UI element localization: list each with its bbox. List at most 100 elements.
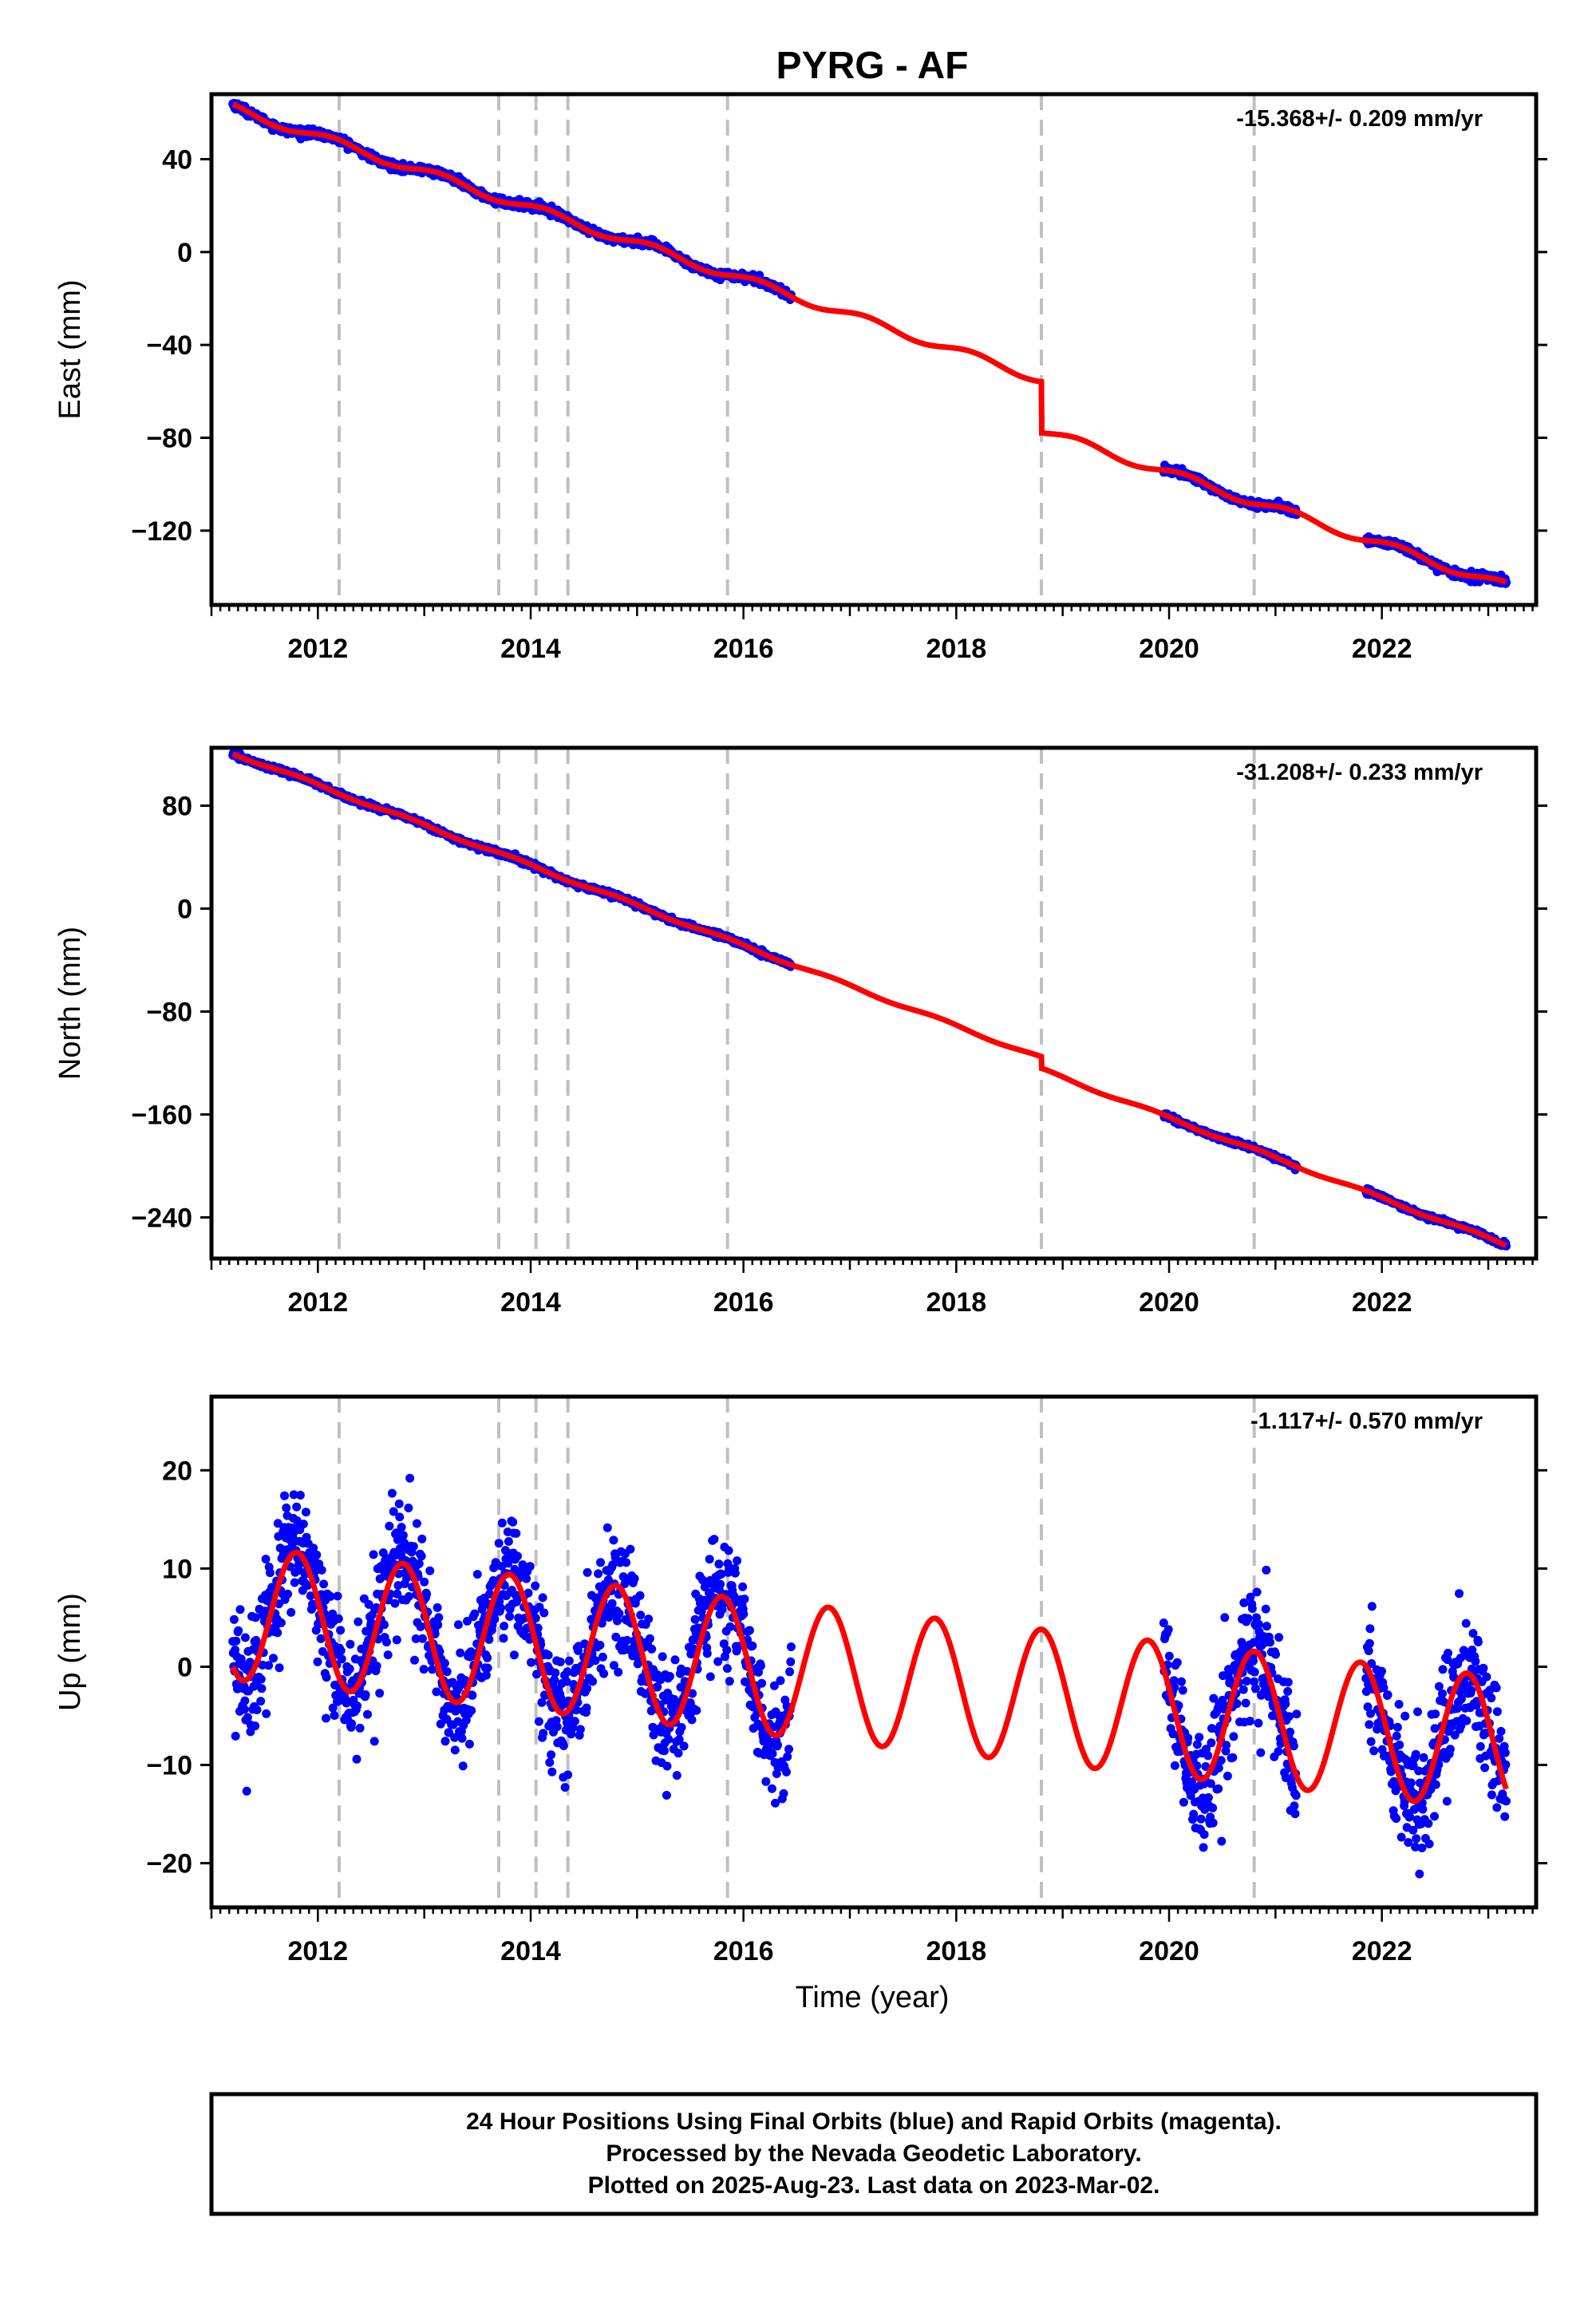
- y-tick-label: −40: [146, 330, 192, 361]
- data-point: [286, 1607, 296, 1617]
- data-point: [599, 1669, 609, 1678]
- data-point: [319, 1579, 329, 1589]
- data-point: [256, 1674, 266, 1684]
- data-point: [336, 1646, 346, 1655]
- data-point: [607, 1599, 617, 1608]
- x-tick-label: 2022: [1352, 634, 1412, 664]
- data-point: [420, 1577, 429, 1587]
- data-point: [483, 1663, 492, 1673]
- data-point: [265, 1568, 275, 1578]
- data-point: [417, 1634, 427, 1643]
- data-point: [334, 1614, 343, 1623]
- data-point: [231, 1731, 240, 1741]
- data-point: [381, 1638, 391, 1647]
- y-tick-label: 0: [177, 895, 192, 925]
- rate-label: -15.368+/- 0.209 mm/yr: [1236, 106, 1483, 132]
- data-point: [283, 1589, 293, 1599]
- data-point: [545, 1757, 555, 1767]
- data-point: [280, 1491, 289, 1500]
- data-point: [512, 1528, 521, 1538]
- data-point: [417, 1534, 427, 1543]
- data-point: [534, 1717, 543, 1726]
- data-point: [551, 1668, 560, 1678]
- figure-title: PYRG - AF: [776, 45, 969, 87]
- data-point: [539, 1729, 548, 1738]
- data-point: [626, 1544, 635, 1554]
- y-tick-label: −80: [146, 424, 192, 454]
- y-tick-label: −120: [131, 516, 192, 547]
- data-point: [598, 1652, 607, 1662]
- data-point: [276, 1618, 286, 1627]
- rate-label: -31.208+/- 0.233 mm/yr: [1236, 760, 1483, 785]
- data-point: [453, 1620, 463, 1630]
- data-point: [385, 1521, 394, 1531]
- data-point: [404, 1504, 413, 1512]
- data-point: [347, 1719, 357, 1729]
- data-point: [709, 1535, 719, 1544]
- data-point: [672, 1771, 681, 1780]
- data-point: [582, 1703, 591, 1713]
- data-point: [645, 1634, 654, 1643]
- data-point: [499, 1634, 508, 1643]
- data-point: [547, 1767, 557, 1777]
- data-point: [622, 1558, 631, 1567]
- data-point: [433, 1603, 442, 1612]
- data-point: [457, 1733, 467, 1743]
- data-point: [290, 1578, 299, 1587]
- data-point: [442, 1667, 452, 1677]
- data-point: [235, 1605, 245, 1614]
- data-point: [614, 1609, 624, 1618]
- data-point: [298, 1520, 308, 1529]
- data-point: [252, 1705, 262, 1714]
- data-point: [677, 1723, 686, 1732]
- data-points-up: [228, 1473, 1511, 1879]
- data-point: [409, 1542, 418, 1551]
- data-point: [273, 1628, 282, 1638]
- data-point: [705, 1672, 715, 1682]
- data-point: [513, 1551, 522, 1561]
- x-tick-label: 2018: [926, 634, 987, 664]
- data-point: [262, 1709, 271, 1718]
- data-point: [383, 1650, 393, 1660]
- data-point: [398, 1531, 408, 1540]
- data-point: [394, 1499, 404, 1508]
- data-point: [559, 1741, 568, 1750]
- y-tick-label: 0: [177, 238, 192, 268]
- x-tick-label: 2012: [288, 634, 349, 664]
- data-point: [417, 1551, 426, 1561]
- data-point: [472, 1570, 482, 1579]
- data-point: [470, 1609, 480, 1618]
- data-point: [583, 1684, 592, 1694]
- data-point: [588, 1677, 598, 1686]
- data-point: [456, 1648, 465, 1658]
- x-tick-label: 2020: [1139, 1287, 1199, 1318]
- data-point: [596, 1558, 605, 1567]
- data-point: [543, 1650, 553, 1660]
- x-tick-label: 2022: [1352, 1287, 1412, 1318]
- data-point: [240, 1696, 250, 1705]
- data-point: [337, 1654, 346, 1664]
- data-point: [440, 1658, 449, 1668]
- data-point: [660, 1746, 669, 1756]
- data-point: [336, 1626, 346, 1635]
- y-tick-label: −240: [131, 1203, 192, 1233]
- data-point: [264, 1661, 274, 1670]
- data-point: [509, 1650, 519, 1660]
- x-tick-label: 2012: [288, 1287, 349, 1318]
- x-tick-label: 2020: [1139, 634, 1199, 664]
- data-point: [575, 1725, 585, 1734]
- data-point: [481, 1670, 491, 1680]
- data-point: [369, 1737, 379, 1746]
- data-point: [322, 1713, 330, 1723]
- data-point: [647, 1644, 657, 1654]
- data-point: [256, 1697, 266, 1706]
- data-point: [570, 1717, 579, 1726]
- data-point: [257, 1684, 267, 1694]
- data-point: [432, 1687, 441, 1697]
- data-point: [464, 1739, 474, 1749]
- y-tick-label: −80: [146, 997, 192, 1027]
- data-point: [644, 1614, 654, 1624]
- data-point: [353, 1701, 362, 1710]
